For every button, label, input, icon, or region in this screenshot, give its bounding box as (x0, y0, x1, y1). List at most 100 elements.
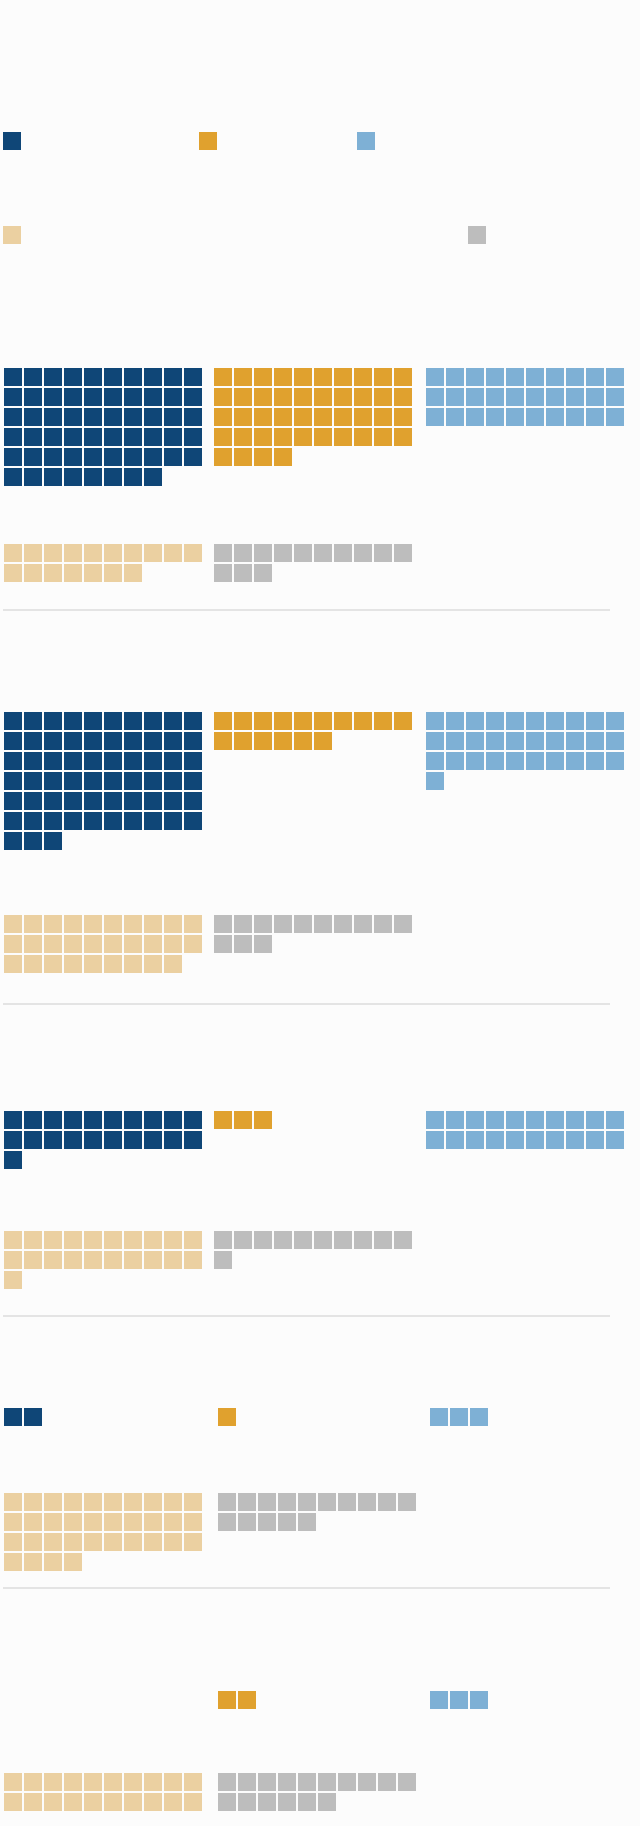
waffle-square-category-a (64, 428, 82, 446)
waffle-square-category-d (4, 1493, 22, 1511)
waffle-square-category-c (486, 408, 504, 426)
waffle-square-category-d (84, 1773, 102, 1791)
waffle-square-category-d (104, 1493, 122, 1511)
waffle-square-category-e (254, 1231, 272, 1249)
waffle-square-category-b (294, 408, 312, 426)
waffle-square-category-b (294, 712, 312, 730)
waffle-square-category-c (486, 1131, 504, 1149)
waffle-square-category-e (338, 1493, 356, 1511)
waffle-square-category-a (184, 812, 202, 830)
waffle-square-category-d (64, 544, 82, 562)
waffle-square-category-b (394, 712, 412, 730)
waffle-square-category-c (466, 408, 484, 426)
waffle-square-category-b (214, 448, 232, 466)
waffle-square-category-a (184, 732, 202, 750)
waffle-square-category-a (44, 1131, 62, 1149)
waffle-square-category-d (164, 1251, 182, 1269)
waffle-square-category-b (314, 408, 332, 426)
waffle-square-category-a (24, 1131, 42, 1149)
waffle-square-category-a (184, 712, 202, 730)
waffle-square-category-c (586, 1131, 604, 1149)
waffle-square-category-e (234, 544, 252, 562)
waffle-square-category-a (144, 428, 162, 446)
waffle-square-category-d (184, 1251, 202, 1269)
waffle-square-category-e (394, 1231, 412, 1249)
waffle-square-category-c (446, 388, 464, 406)
waffle-square-category-a (124, 428, 142, 446)
legend-swatch-category-d (3, 226, 21, 244)
waffle-square-category-b (394, 428, 412, 446)
waffle-square-category-a (144, 732, 162, 750)
waffle-square-category-c (526, 408, 544, 426)
waffle-square-category-a (4, 772, 22, 790)
waffle-square-category-a (104, 1131, 122, 1149)
waffle-square-category-e (298, 1793, 316, 1811)
waffle-square-category-d (104, 935, 122, 953)
waffle-square-category-a (64, 812, 82, 830)
waffle-square-category-a (64, 1131, 82, 1149)
waffle-square-category-a (64, 792, 82, 810)
waffle-square-category-e (258, 1513, 276, 1531)
waffle-square-category-c (466, 712, 484, 730)
waffle-square-category-b (214, 408, 232, 426)
waffle-square-category-a (184, 792, 202, 810)
waffle-square-category-b (314, 712, 332, 730)
waffle-square-category-d (64, 564, 82, 582)
waffle-square-category-a (4, 468, 22, 486)
waffle-square-category-b (218, 1691, 236, 1709)
waffle-square-category-e (358, 1493, 376, 1511)
waffle-square-category-a (124, 1111, 142, 1129)
waffle-square-category-a (104, 468, 122, 486)
waffle-square-category-b (394, 408, 412, 426)
waffle-square-category-b (374, 712, 392, 730)
waffle-square-category-d (4, 1271, 22, 1289)
waffle-square-category-c (506, 408, 524, 426)
waffle-square-category-b (234, 428, 252, 446)
waffle-panel-1 (3, 368, 624, 611)
waffle-square-category-b (334, 408, 352, 426)
waffle-square-category-b (218, 1408, 236, 1426)
waffle-square-category-d (64, 915, 82, 933)
waffle-square-category-d (44, 1553, 62, 1571)
waffle-square-category-a (124, 408, 142, 426)
waffle-square-category-b (314, 368, 332, 386)
waffle-square-category-c (586, 732, 604, 750)
waffle-square-category-a (84, 752, 102, 770)
waffle-square-category-c (426, 752, 444, 770)
waffle-square-category-b (354, 712, 372, 730)
waffle-square-category-a (144, 388, 162, 406)
waffle-square-category-d (104, 1793, 122, 1811)
waffle-square-category-b (254, 732, 272, 750)
waffle-square-category-a (24, 772, 42, 790)
waffle-square-category-d (104, 915, 122, 933)
waffle-square-category-c (526, 1111, 544, 1129)
waffle-square-category-e (378, 1493, 396, 1511)
waffle-square-category-d (64, 1251, 82, 1269)
waffle-square-category-c (606, 732, 624, 750)
waffle-square-category-d (24, 1773, 42, 1791)
waffle-square-category-b (274, 732, 292, 750)
waffle-square-category-d (24, 1553, 42, 1571)
waffle-square-category-a (104, 772, 122, 790)
waffle-square-category-a (84, 1111, 102, 1129)
waffle-square-category-a (24, 1408, 42, 1426)
waffle-square-category-d (164, 544, 182, 562)
waffle-square-category-c (566, 1131, 584, 1149)
waffle-square-category-e (234, 564, 252, 582)
waffle-square-category-d (124, 1231, 142, 1249)
waffle-square-category-d (4, 1231, 22, 1249)
waffle-square-category-e (318, 1773, 336, 1791)
waffle-square-category-e (398, 1773, 416, 1791)
waffle-square-category-d (44, 935, 62, 953)
waffle-square-category-d (104, 1533, 122, 1551)
waffle-square-category-d (104, 544, 122, 562)
waffle-square-category-d (24, 544, 42, 562)
waffle-square-category-c (566, 388, 584, 406)
waffle-square-category-a (24, 468, 42, 486)
waffle-square-category-d (164, 1533, 182, 1551)
waffle-square-category-a (4, 812, 22, 830)
waffle-square-category-a (84, 388, 102, 406)
waffle-square-category-c (446, 1131, 464, 1149)
waffle-square-category-e (278, 1513, 296, 1531)
waffle-square-category-c (506, 752, 524, 770)
